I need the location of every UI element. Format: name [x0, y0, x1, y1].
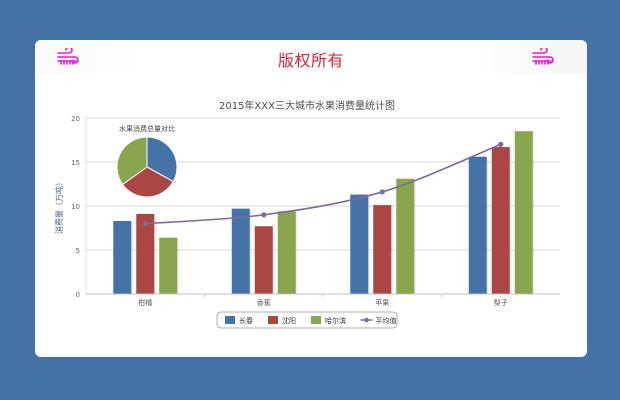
x-tick-label: 柑橘 — [138, 298, 152, 307]
x-tick-label: 梨子 — [494, 298, 508, 307]
bar — [136, 213, 155, 294]
bar — [254, 226, 273, 294]
inset-pie-chart: 水果消费总量对比 — [116, 124, 178, 198]
y-axis-label: 消费量（万吨） — [54, 178, 64, 234]
pie-slice — [116, 136, 148, 186]
line-marker — [498, 141, 504, 147]
bar-series — [113, 131, 535, 294]
legend-swatch — [311, 316, 321, 324]
legend-label: 长春 — [239, 316, 253, 325]
bar — [159, 237, 178, 294]
wind-icon[interactable] — [56, 48, 80, 66]
legend-item: 长春 — [225, 316, 253, 325]
bar — [350, 194, 369, 294]
bar — [468, 156, 487, 294]
legend-swatch — [225, 316, 235, 324]
legend-marker — [364, 317, 369, 323]
line-marker — [261, 212, 267, 218]
average-line — [142, 141, 504, 227]
y-tick-label: 0 — [76, 291, 80, 299]
bar — [231, 208, 250, 294]
y-tick-label: 20 — [71, 115, 80, 123]
x-tick-label: 苹果 — [375, 298, 389, 307]
legend-label: 沈阳 — [282, 316, 296, 325]
pie-slice — [146, 136, 178, 183]
bar — [514, 131, 533, 294]
legend-label: 哈尔滨 — [325, 316, 346, 325]
bar — [491, 147, 510, 294]
bar — [113, 220, 132, 294]
bar — [373, 205, 392, 294]
x-axis-labels: 柑橘 香蕉 苹果 梨子 — [86, 293, 560, 307]
y-tick-label: 5 — [76, 247, 80, 255]
legend-item: 哈尔滨 — [311, 316, 346, 325]
chart-title: 2015年XXX三大城市水果消费量统计图 — [219, 99, 395, 112]
legend-item: 平均值 — [360, 316, 397, 325]
x-tick-label: 香蕉 — [257, 298, 271, 307]
header-bar: 版权所有 — [35, 40, 587, 74]
pie-slice — [121, 166, 174, 198]
y-axis-ticks: 0 5 10 15 20 — [71, 115, 80, 299]
chart-legend: 长春 沈阳 哈尔滨 平均值 — [216, 311, 398, 329]
legend-box — [216, 311, 398, 329]
combo-chart: 2015年XXX三大城市水果消费量统计图 0 5 10 15 20 消费量（万吨） 柑橘… — [54, 99, 560, 329]
legend-label: 平均值 — [376, 316, 397, 325]
y-tick-label: 15 — [71, 159, 80, 167]
chart-card: 版权所有 2015年XXX三大城市水果消费量统计图 0 5 10 15 20 消费量（万… — [35, 40, 587, 357]
line-marker — [142, 221, 148, 227]
wind-icon[interactable] — [531, 48, 555, 66]
pie-title: 水果消费总量对比 — [119, 124, 175, 133]
bar — [396, 178, 415, 294]
bar — [277, 211, 296, 294]
legend-swatch — [268, 316, 278, 324]
line-path — [145, 143, 502, 225]
page-title: 版权所有 — [277, 51, 344, 70]
y-tick-label: 10 — [71, 203, 80, 211]
legend-item: 沈阳 — [268, 316, 296, 325]
line-marker — [379, 189, 385, 195]
